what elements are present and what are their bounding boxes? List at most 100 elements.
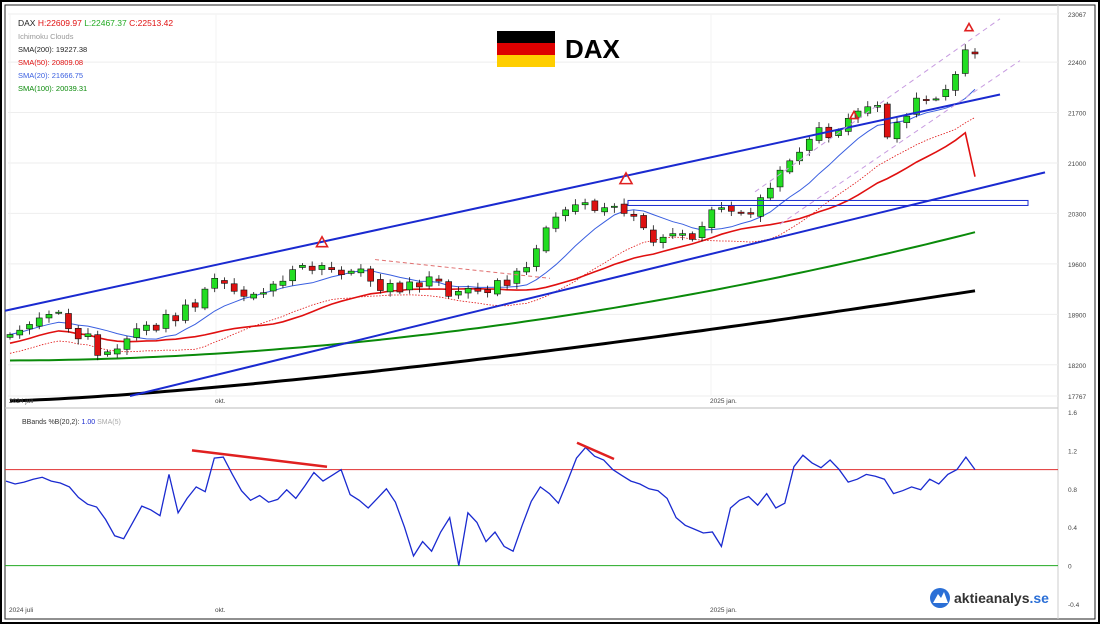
candle-up (299, 265, 306, 268)
candle-up (698, 226, 706, 238)
candle (406, 277, 413, 294)
candle-up (425, 276, 433, 287)
candle (766, 182, 774, 202)
candle-up (572, 204, 579, 212)
candle (45, 310, 53, 323)
candle (757, 194, 764, 222)
candle-down (367, 268, 374, 282)
candle (425, 271, 433, 290)
candle (269, 281, 277, 297)
candle-up (455, 290, 462, 296)
candle-up (961, 49, 969, 74)
candle-up (718, 207, 725, 210)
candle-up (932, 98, 940, 101)
candle-up (16, 329, 24, 336)
candle-up (611, 205, 618, 208)
candle (503, 275, 511, 290)
candle-up (601, 207, 608, 213)
candle (133, 323, 141, 341)
candle (883, 101, 891, 140)
sma50-line (9, 131, 976, 344)
legend-sma20: SMA(20): 21666.75 (18, 71, 83, 80)
candle-up (84, 333, 92, 337)
upper-channel-line (4, 93, 1001, 312)
price-tick-label: 19600 (1068, 262, 1086, 269)
divergence-line (576, 441, 615, 461)
candle (581, 198, 589, 210)
candle-up (104, 351, 111, 355)
candle (952, 71, 959, 96)
candle (201, 286, 209, 311)
candle (893, 117, 901, 143)
candle-down (883, 103, 891, 138)
candle-up (874, 105, 881, 108)
price-tick-label: 17767 (1068, 394, 1086, 401)
legend-sma50: SMA(50): 20809.08 (18, 58, 83, 67)
candle (172, 312, 180, 327)
candle (123, 335, 131, 355)
candle-down (445, 281, 452, 297)
candle-down (435, 278, 443, 282)
candle (737, 209, 745, 216)
candle-up (679, 233, 686, 236)
date-tick-label: 2025 jan. (710, 607, 737, 614)
candle (152, 322, 160, 333)
trend-channel-top (754, 18, 1001, 193)
candle-down (240, 289, 248, 297)
candle-up (279, 280, 287, 286)
candle (552, 212, 560, 233)
candle (747, 207, 755, 219)
price-tick-label: 21000 (1068, 161, 1086, 168)
candle (162, 309, 170, 333)
candle-up (913, 97, 920, 115)
candle-down (650, 229, 657, 243)
top-marker-icon (848, 109, 860, 120)
candle-up (766, 187, 774, 199)
candle-down (152, 324, 160, 331)
candle (386, 279, 394, 297)
candle-up (757, 197, 764, 217)
candle-up (942, 89, 950, 97)
candle-down (328, 267, 335, 270)
candle-down (630, 213, 638, 217)
date-tick-label: 2024 juli (9, 607, 33, 614)
candle (591, 198, 599, 213)
top-marker-icon (618, 171, 634, 185)
candle (679, 229, 686, 241)
candle (104, 349, 111, 357)
lower-channel-line (129, 171, 1046, 397)
candle (844, 113, 852, 136)
divergence-line (191, 449, 328, 468)
aktieanalys-logo: aktieanalys.se (930, 588, 1049, 608)
candle-down (221, 280, 228, 284)
candle (55, 310, 63, 315)
logo-text: aktieanalys (954, 590, 1030, 606)
candle-up (786, 160, 794, 173)
candle (669, 227, 677, 239)
candle (961, 44, 969, 77)
candle-up (45, 314, 53, 319)
candle-down (191, 302, 199, 308)
candle (494, 278, 501, 297)
candle (786, 158, 794, 175)
candle-up (357, 268, 365, 274)
legend-low: L:22467.37 (84, 18, 127, 28)
candle (650, 225, 657, 247)
pctb-tick-label: -0.4 (1068, 602, 1080, 609)
candle (396, 280, 404, 295)
legend-sma200: SMA(200): 19227.38 (18, 45, 87, 54)
candle (308, 261, 316, 275)
candle (640, 213, 647, 231)
price-tick-label: 18200 (1068, 363, 1086, 370)
candle-up (406, 281, 413, 291)
candle-down (737, 211, 745, 214)
candle-down (474, 288, 482, 292)
candle-down (338, 269, 345, 275)
candle (562, 206, 569, 222)
price-tick-label: 20300 (1068, 211, 1086, 218)
candle (113, 344, 121, 358)
inner-border (4, 4, 1096, 620)
candle (328, 261, 335, 273)
candle (513, 268, 521, 289)
